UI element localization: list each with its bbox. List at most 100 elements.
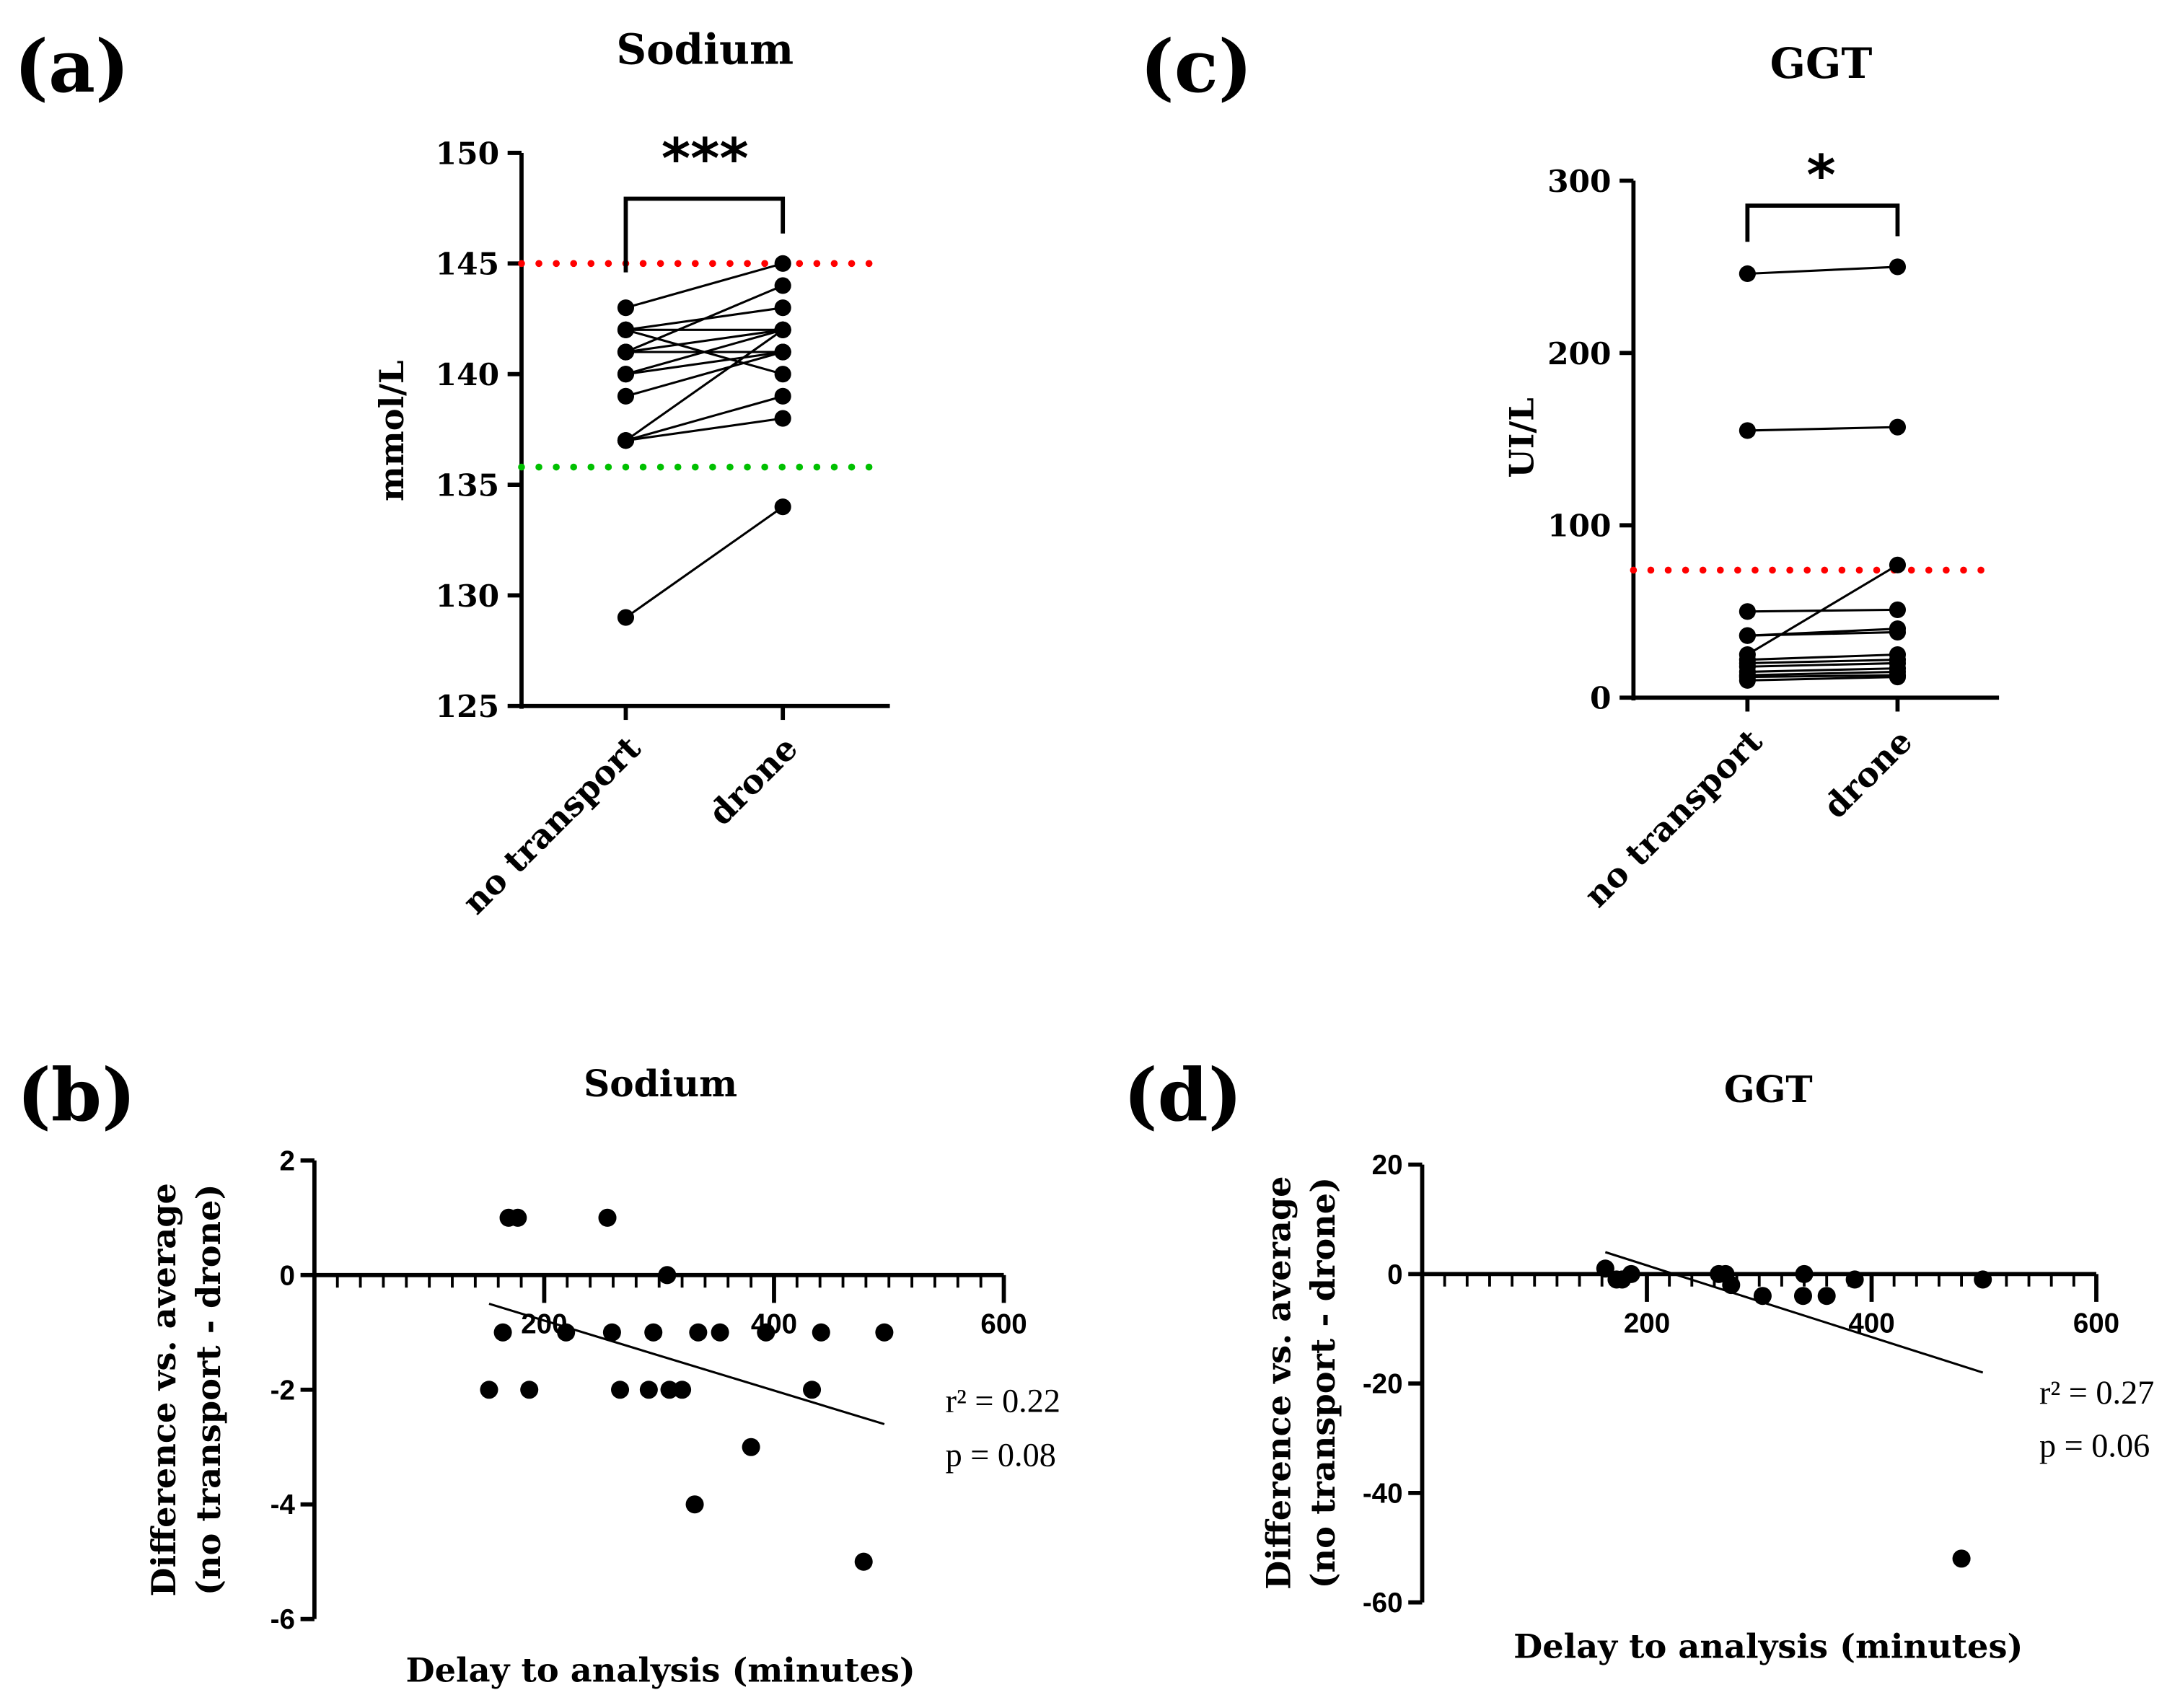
data-point-drone <box>774 277 791 294</box>
data-point-drone <box>774 255 791 272</box>
data-point-no-transport <box>1739 422 1756 439</box>
y-tick-label: 145 <box>436 246 499 282</box>
y-tick-label: 130 <box>436 578 499 614</box>
y-tick-label: 300 <box>1547 163 1611 199</box>
y-axis-label-line2: (no transport - drone) <box>189 1184 228 1595</box>
significance-marker: *** <box>662 127 749 192</box>
data-point <box>685 1495 704 1514</box>
data-point <box>1622 1264 1640 1283</box>
y-tick-label: -20 <box>1363 1369 1403 1400</box>
data-point-no-transport <box>617 299 635 317</box>
data-point <box>639 1381 658 1399</box>
data-point <box>520 1381 539 1399</box>
x-tick-label: drone <box>1816 721 1920 826</box>
data-point <box>480 1381 498 1399</box>
panel-label: (c) <box>1140 24 1252 109</box>
data-point-no-transport <box>617 343 635 361</box>
data-point-drone <box>774 299 791 317</box>
panel-b-sodium-scatter: (b) Sodium Difference vs. average (no tr… <box>17 1052 1060 1689</box>
y-tick-label: 100 <box>1547 508 1611 544</box>
y-axis-label-line1: Difference vs. average <box>144 1183 183 1596</box>
panel-label: (b) <box>17 1052 136 1137</box>
pair-line <box>625 328 783 376</box>
panel-d-ggt-scatter: (d) GGT Difference vs. average (no trans… <box>1123 1052 2154 1666</box>
y-tick-label: 125 <box>436 688 499 724</box>
data-point-drone <box>774 387 791 405</box>
data-point <box>598 1208 617 1227</box>
pair-line <box>1747 667 1898 673</box>
panel-label: (d) <box>1123 1052 1242 1137</box>
data-point <box>1795 1264 1814 1283</box>
pair-line <box>625 395 783 442</box>
y-tick-label: 20 <box>1372 1150 1403 1181</box>
x-axis-label: Delay to analysis (minutes) <box>406 1650 915 1689</box>
pair-line <box>1747 670 1898 677</box>
data-point-drone <box>774 321 791 338</box>
data-point <box>1817 1287 1836 1306</box>
data-point <box>1952 1549 1971 1568</box>
data-point <box>493 1323 512 1342</box>
pair-line <box>1747 674 1898 679</box>
regression-line <box>488 1303 885 1425</box>
data-point-drone <box>774 498 791 516</box>
data-point-drone <box>1889 669 1907 686</box>
data-point-drone <box>1889 418 1907 436</box>
x-tick-label: 200 <box>1624 1308 1670 1339</box>
y-tick-label: 0 <box>1590 680 1611 716</box>
pair-line <box>625 329 784 441</box>
y-tick-label: 150 <box>436 135 499 171</box>
data-point <box>1596 1259 1614 1278</box>
data-point <box>673 1381 692 1399</box>
panel-c-ggt-paired: (c) GGT UI/L * no transport drone 0 100 20… <box>1140 24 2000 915</box>
data-point <box>1793 1287 1813 1306</box>
pair-line <box>625 506 784 619</box>
data-point <box>742 1438 760 1456</box>
significance-marker: * <box>1806 144 1835 208</box>
pair-line <box>625 284 783 353</box>
x-tick-label: 600 <box>980 1309 1027 1340</box>
pair-line <box>1747 659 1898 664</box>
data-point <box>875 1323 894 1342</box>
pair-line <box>1747 608 1898 613</box>
y-tick-label: 0 <box>279 1260 294 1291</box>
significance-bracket <box>1745 203 1900 242</box>
p-value-annotation: p = 0.08 <box>946 1438 1056 1474</box>
data-point-drone <box>1889 620 1907 638</box>
y-axis-label: UI/L <box>1503 397 1542 477</box>
data-point-no-transport <box>1739 603 1756 620</box>
data-point <box>1722 1276 1741 1295</box>
y-tick-label: 0 <box>1387 1259 1402 1290</box>
r-squared-annotation: r² = 0.27 <box>2039 1375 2154 1412</box>
data-point <box>1753 1287 1772 1306</box>
y-tick-label: -4 <box>271 1489 296 1520</box>
x-tick-label: no transport <box>455 728 649 922</box>
data-point <box>602 1323 621 1342</box>
data-point <box>1974 1270 1992 1289</box>
x-tick-label: 400 <box>1848 1308 1894 1339</box>
data-point-drone <box>1889 258 1907 276</box>
pair-line <box>1747 653 1898 661</box>
data-point-no-transport <box>617 321 635 338</box>
x-tick-label: drone <box>700 728 805 833</box>
y-tick-label: -2 <box>271 1375 295 1406</box>
pair-line <box>625 328 783 353</box>
data-point <box>1845 1270 1864 1289</box>
data-point <box>812 1323 830 1342</box>
pair-line <box>1747 661 1898 668</box>
pair-line <box>625 417 783 442</box>
data-point <box>658 1266 677 1285</box>
data-point-no-transport <box>617 366 635 383</box>
data-point-drone <box>1889 601 1907 618</box>
x-axis-label: Delay to analysis (minutes) <box>1513 1627 2023 1666</box>
chart-title: GGT <box>1770 39 1873 88</box>
data-point <box>757 1323 775 1342</box>
pair-line <box>1747 426 1898 432</box>
data-point-drone <box>1889 556 1907 573</box>
data-point <box>660 1381 679 1399</box>
pair-line <box>625 351 783 397</box>
y-axis-label-line2: (no transport - drone) <box>1304 1177 1342 1588</box>
data-point-no-transport <box>1739 265 1756 283</box>
data-point <box>644 1323 663 1342</box>
x-tick-label: no transport <box>1576 721 1770 915</box>
y-tick-label: 200 <box>1547 335 1611 371</box>
